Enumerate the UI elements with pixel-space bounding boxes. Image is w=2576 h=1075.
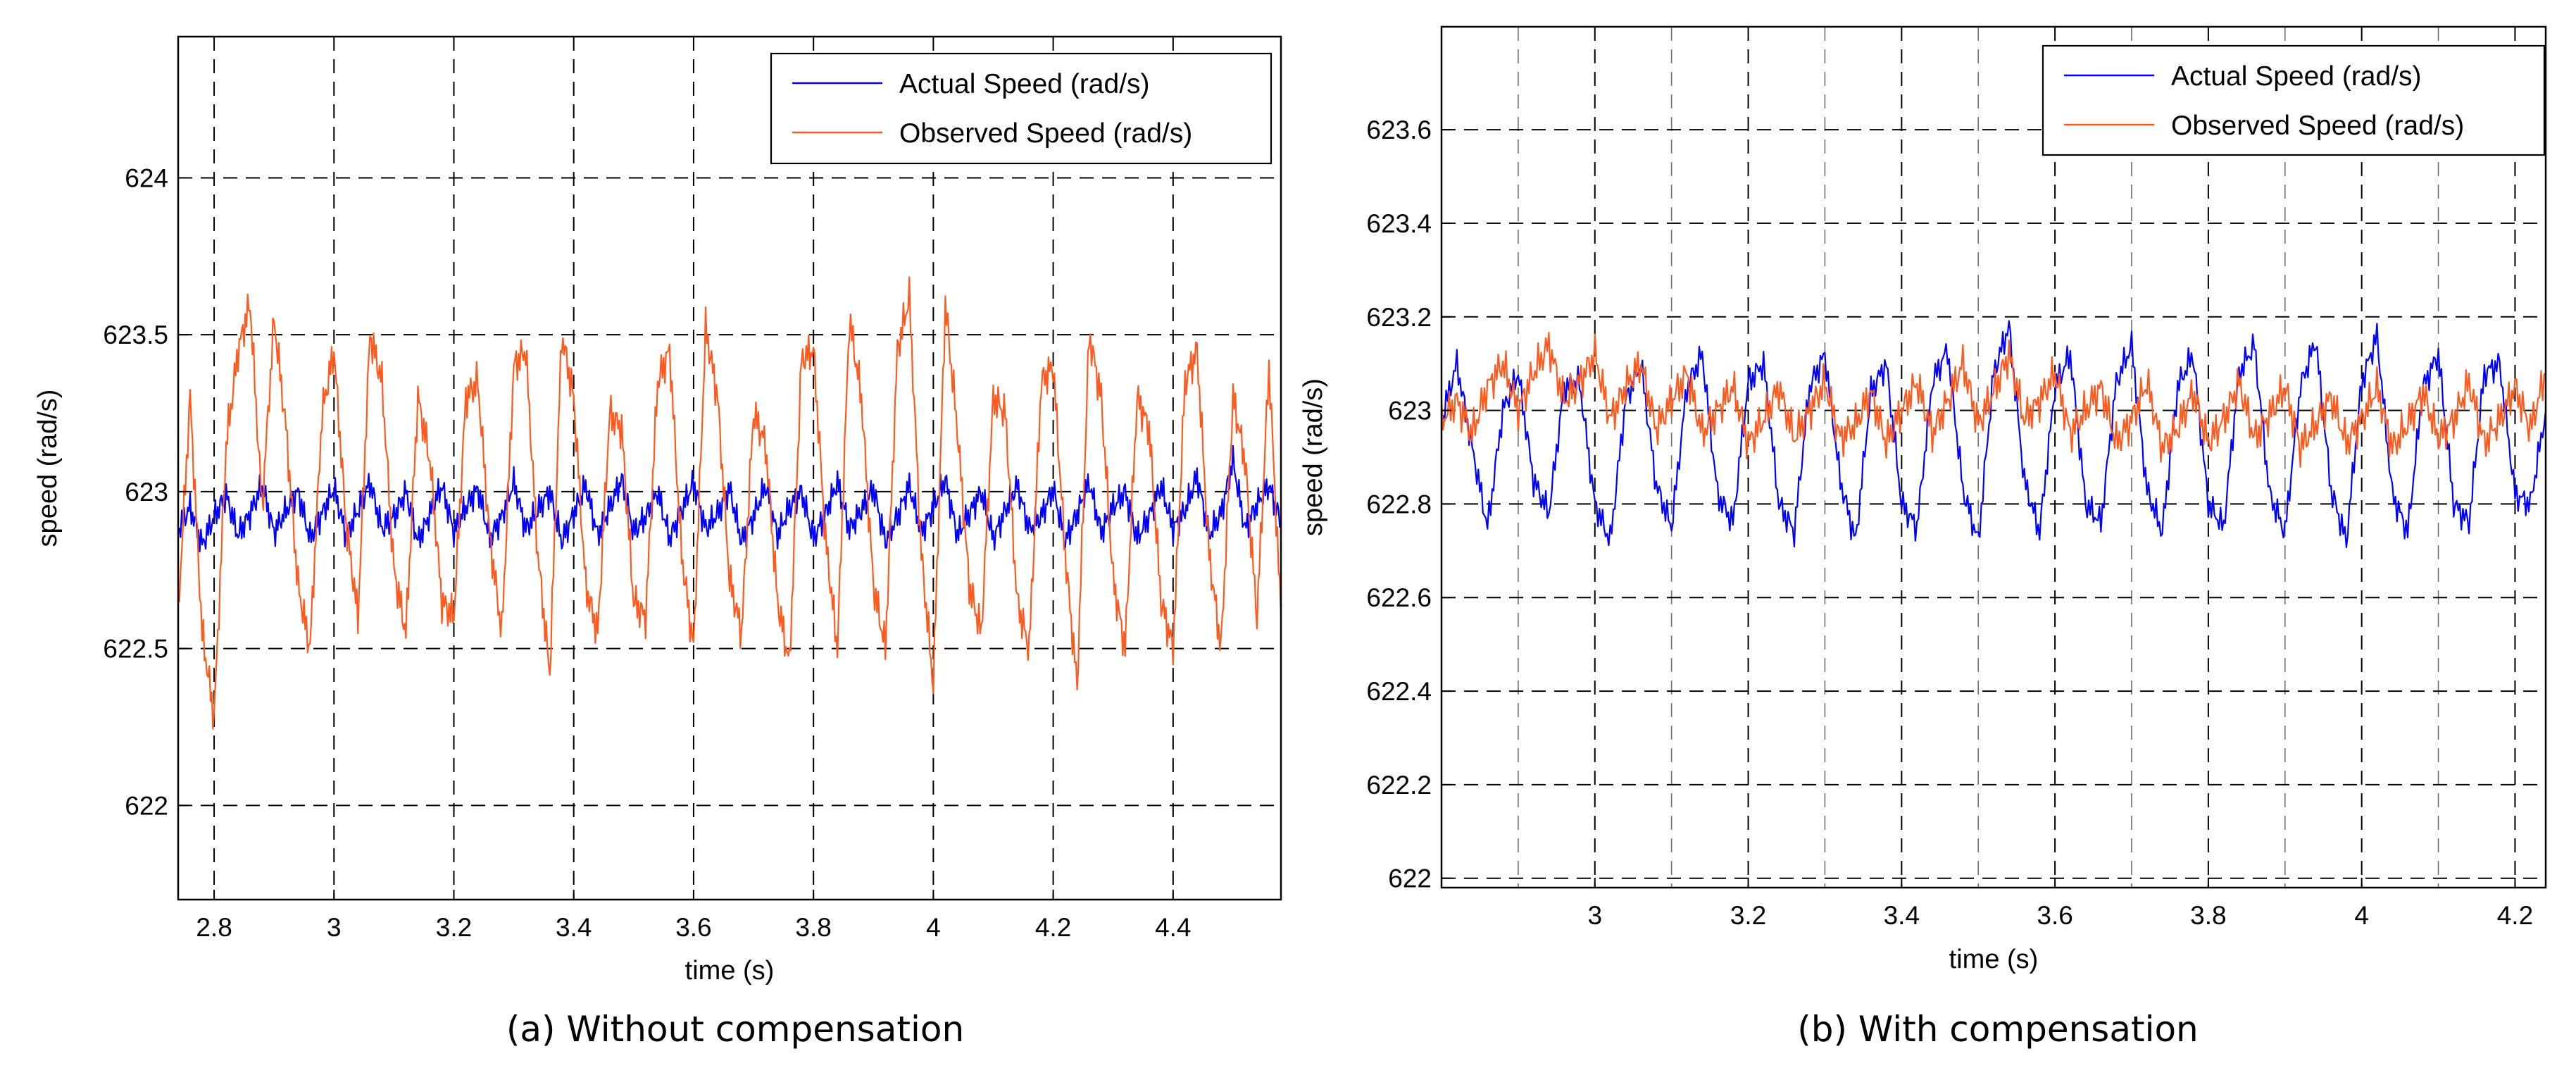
panel-a-y-tick-label: 623 — [125, 478, 168, 507]
panel-b-y-tick-label: 622 — [1388, 864, 1432, 893]
panel-b-legend-label-actual: Actual Speed (rad/s) — [2171, 61, 2422, 92]
panel-b-y-tick-label: 623.6 — [1366, 116, 1432, 144]
panel-a-x-tick-label: 3.4 — [556, 913, 592, 942]
panel-b-x-tick-label: 3 — [1587, 901, 1602, 930]
panel-b-x-tick-label: 3.4 — [1884, 901, 1920, 930]
panel-a-x-tick-label: 3.2 — [436, 913, 472, 942]
panel-b-y-tick-label: 623.2 — [1366, 303, 1432, 332]
panel-a-y-tick-label: 622.5 — [103, 635, 168, 664]
panel-a-x-tick-label: 4 — [926, 913, 941, 942]
panel-a-y-tick-label: 622 — [125, 791, 168, 820]
panel-b-y-tick-label: 622.8 — [1366, 490, 1432, 518]
panel-a-y-tick-label: 623.5 — [103, 321, 168, 349]
panel-a-x-tick-label: 3.8 — [795, 913, 831, 942]
panel-a-legend-label-actual: Actual Speed (rad/s) — [899, 69, 1150, 99]
panel-b-y-axis-label: speed (rad/s) — [1299, 378, 1328, 536]
panel-b-y-tick-label: 622.4 — [1366, 677, 1432, 706]
panel-b-chart: 3 3.2 3.4 3.6 3.8 4 4.2 622 622.2 622.4 622.6 622.8… — [1299, 25, 2547, 974]
panel-a-x-axis-label: time (s) — [685, 956, 775, 986]
panel-a-y-axis-label: speed (rad/s) — [33, 390, 63, 547]
panel-b-legend-label-observed: Observed Speed (rad/s) — [2171, 111, 2464, 141]
panel-b-x-axis-label: time (s) — [1949, 945, 2039, 974]
panel-b-x-tick-label: 3.2 — [1730, 901, 1766, 930]
panel-a-x-tick-label: 2.8 — [196, 913, 232, 942]
panel-b-x-tick-label: 3.8 — [2190, 901, 2226, 930]
panel-b-y-tick-label: 622.2 — [1366, 771, 1432, 800]
panel-b-series-observed-line — [1440, 332, 2546, 468]
panel-a-plot-area — [178, 37, 1281, 900]
panel-a-legend-label-observed: Observed Speed (rad/s) — [899, 118, 1192, 149]
panel-a-y-tick-label: 624 — [125, 163, 168, 192]
panel-a-x-tick-label: 4.4 — [1155, 913, 1191, 942]
panel-a-series-observed-line — [177, 276, 1282, 731]
panel-a-x-tick-label: 4.2 — [1035, 913, 1071, 942]
panel-b-x-tick-label: 4.2 — [2497, 901, 2533, 930]
panel-b-y-tick-label: 622.6 — [1366, 583, 1432, 612]
panel-a-chart: 2.8 3 3.2 3.4 3.6 3.8 4 4.2 4.4 622 622.5 623 623.5 6… — [33, 35, 1282, 986]
panel-b-caption: (b) With compensation — [1797, 1009, 2199, 1050]
panel-b-axes-frame — [1440, 25, 2547, 889]
panel-a-caption: (a) Without compensation — [506, 1009, 964, 1050]
panel-a-x-tick-label: 3.6 — [675, 913, 711, 942]
panel-b-plot-area — [1442, 27, 2546, 888]
panel-a-axes-frame — [177, 35, 1282, 901]
panel-b-x-tick-label: 4 — [2354, 901, 2369, 930]
panel-b-y-tick-label: 623 — [1388, 397, 1432, 425]
panel-b-x-tick-label: 3.6 — [2037, 901, 2072, 930]
panel-a-legend — [770, 52, 1273, 165]
panel-b-y-tick-label: 623.4 — [1366, 209, 1432, 238]
panel-a-x-tick-label: 3 — [327, 913, 342, 942]
panel-b-legend — [2042, 44, 2546, 156]
